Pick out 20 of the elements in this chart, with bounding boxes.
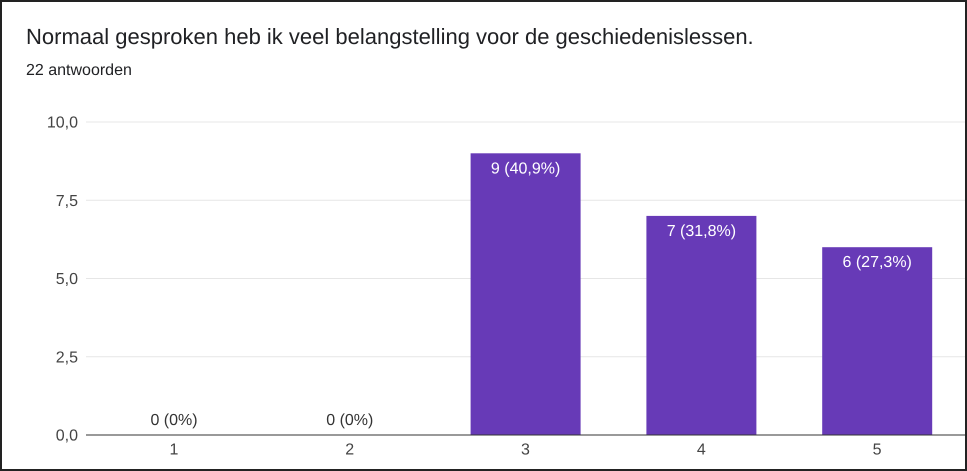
y-tick-label: 7,5 — [56, 192, 78, 210]
data-label: 0 (0%) — [326, 412, 374, 429]
chart-subtitle: 22 antwoorden — [26, 62, 132, 80]
y-tick-label: 0,0 — [56, 428, 78, 445]
x-tick-label: 5 — [872, 441, 882, 458]
data-label: 6 (27,3%) — [842, 254, 912, 272]
chart-title: Normaal gesproken heb ik veel belangstelling voor de geschiedenislessen. — [26, 24, 754, 50]
x-tick-label: 4 — [696, 441, 706, 458]
bar — [822, 247, 932, 435]
x-tick-label: 2 — [345, 441, 354, 458]
data-label: 7 (31,8%) — [666, 222, 736, 240]
x-tick-label: 3 — [521, 441, 530, 458]
bar — [470, 153, 581, 435]
y-tick-label: 5,0 — [56, 271, 78, 288]
y-tick-label: 2,5 — [56, 349, 78, 366]
bar — [646, 216, 756, 435]
y-tick-label: 10,0 — [46, 114, 78, 132]
data-label: 0 (0%) — [150, 412, 198, 429]
data-label: 9 (40,9%) — [490, 160, 560, 178]
x-tick-label: 1 — [169, 441, 178, 458]
